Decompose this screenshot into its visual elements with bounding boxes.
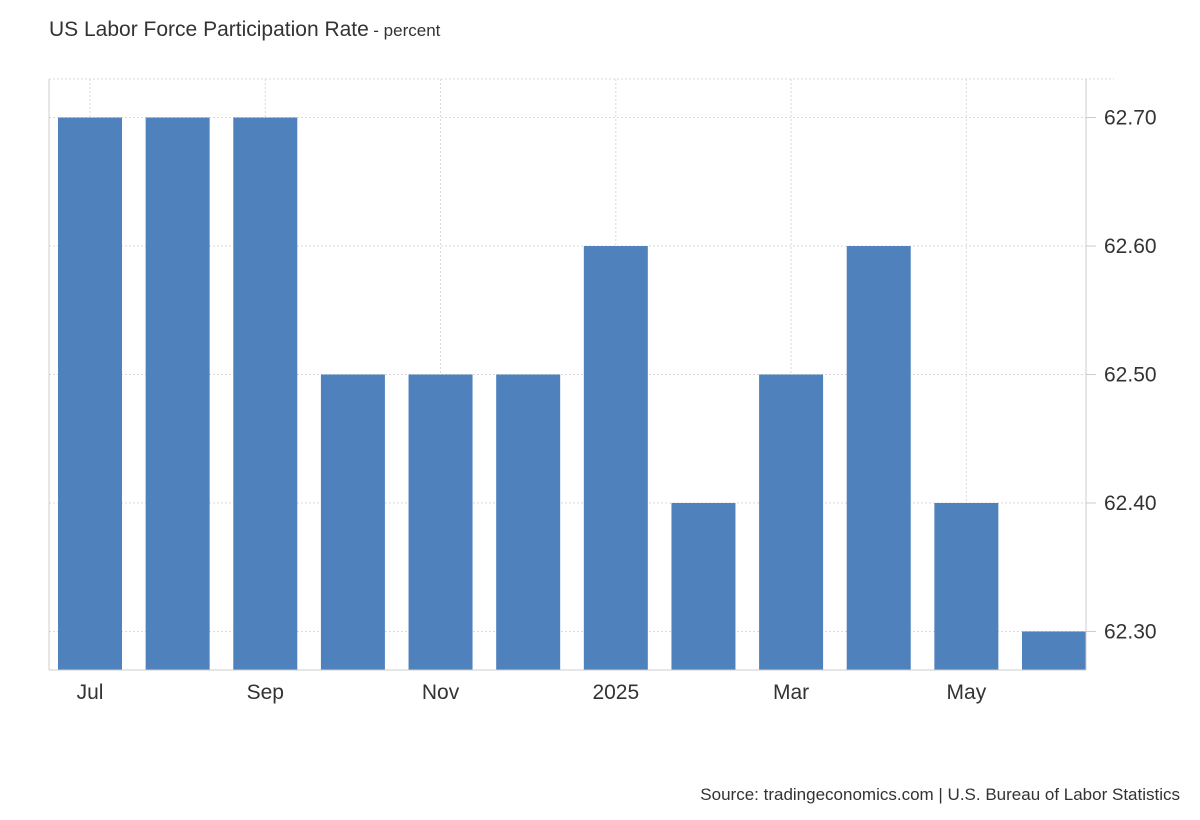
- bars: [58, 117, 1086, 671]
- bar-nov: [408, 374, 473, 670]
- bar-may: [934, 502, 999, 670]
- x-tick-label: Mar: [773, 681, 809, 704]
- bar-feb: [671, 502, 736, 670]
- x-tick-label: Sep: [247, 681, 284, 704]
- bar-sep: [233, 117, 298, 671]
- source-attribution: Source: tradingeconomics.com | U.S. Bure…: [700, 785, 1180, 804]
- bar-dec: [496, 374, 561, 670]
- y-tick-label: 62.30: [1104, 620, 1157, 643]
- y-tick-label: 62.60: [1104, 235, 1157, 258]
- bar-jul: [58, 117, 122, 671]
- x-tick-label: Jul: [77, 681, 104, 704]
- chart-header: US Labor Force Participation Rate - perc…: [49, 18, 440, 42]
- x-tick-label: Nov: [422, 681, 460, 704]
- x-tick-label: 2025: [592, 681, 639, 704]
- bar-apr: [846, 246, 911, 671]
- bar-2025: [583, 246, 648, 671]
- x-tick-labels: Jul Sep Nov 2025 Mar May: [77, 681, 987, 704]
- x-tick-label: May: [947, 681, 987, 704]
- bar-jun: [1022, 631, 1086, 670]
- y-tick-labels: 62.30 62.40 62.50 62.60 62.70: [1104, 107, 1157, 644]
- y-tick-label: 62.40: [1104, 492, 1157, 515]
- bar-mar: [759, 374, 824, 670]
- axes: [48, 79, 1096, 671]
- chart-subtitle: - percent: [373, 21, 441, 40]
- bar-oct: [320, 374, 385, 670]
- bar-aug: [145, 117, 210, 671]
- y-tick-label: 62.50: [1104, 364, 1157, 387]
- y-tick-label: 62.70: [1104, 107, 1157, 130]
- chart-title: US Labor Force Participation Rate: [49, 18, 369, 41]
